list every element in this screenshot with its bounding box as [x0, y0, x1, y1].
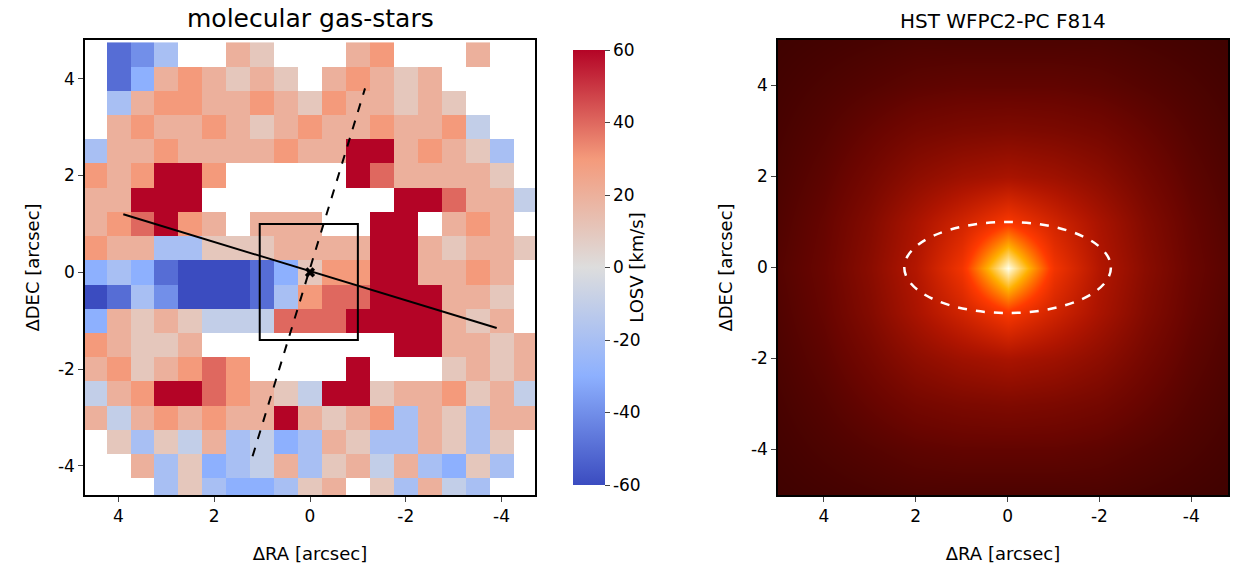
svg-text:ΔRA [arcsec]: ΔRA [arcsec] [253, 543, 367, 564]
svg-text:4: 4 [819, 506, 830, 526]
svg-text:ΔDEC [arcsec]: ΔDEC [arcsec] [715, 203, 736, 331]
svg-text:ΔRA [arcsec]: ΔRA [arcsec] [946, 543, 1060, 564]
svg-text:2: 2 [757, 166, 768, 186]
svg-text:-4: -4 [58, 456, 75, 476]
svg-text:HST WFPC2-PC F814: HST WFPC2-PC F814 [900, 9, 1106, 33]
svg-text:-20: -20 [613, 330, 641, 350]
svg-text:-60: -60 [613, 475, 641, 495]
svg-text:LOSV [km/s]: LOSV [km/s] [626, 212, 647, 322]
svg-text:-4: -4 [1183, 506, 1200, 526]
svg-text:-2: -2 [397, 506, 414, 526]
svg-text:0: 0 [64, 262, 75, 282]
svg-text:0: 0 [305, 506, 316, 526]
svg-text:molecular gas-stars: molecular gas-stars [187, 4, 434, 33]
svg-text:-4: -4 [751, 439, 768, 459]
svg-text:-2: -2 [1091, 506, 1108, 526]
svg-text:2: 2 [209, 506, 220, 526]
svg-text:2: 2 [64, 165, 75, 185]
svg-text:40: 40 [613, 112, 635, 132]
svg-text:4: 4 [113, 506, 124, 526]
svg-text:20: 20 [613, 185, 635, 205]
svg-text:0: 0 [757, 257, 768, 277]
svg-text:60: 60 [613, 40, 635, 60]
svg-text:-40: -40 [613, 402, 641, 422]
svg-text:ΔDEC [arcsec]: ΔDEC [arcsec] [22, 203, 43, 331]
svg-text:0: 0 [613, 257, 624, 277]
svg-text:4: 4 [64, 69, 75, 89]
svg-text:0: 0 [1002, 506, 1013, 526]
svg-text:2: 2 [910, 506, 921, 526]
svg-text:-2: -2 [58, 359, 75, 379]
svg-text:-2: -2 [751, 348, 768, 368]
svg-text:-4: -4 [493, 506, 510, 526]
svg-text:4: 4 [757, 75, 768, 95]
